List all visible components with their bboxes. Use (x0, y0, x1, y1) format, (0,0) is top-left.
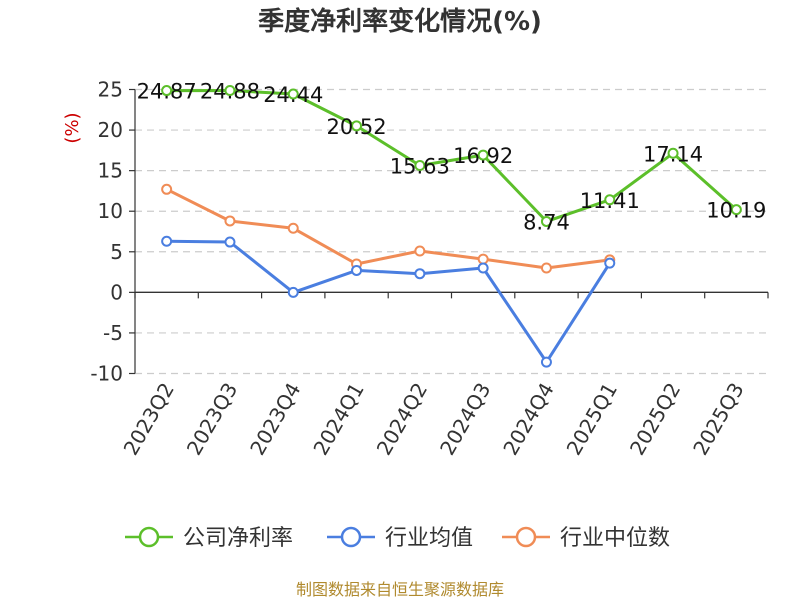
legend-marker (340, 526, 362, 548)
data-label: 15.63 (390, 155, 450, 179)
legend-item-2[interactable]: 行业中位数 (502, 526, 670, 551)
series-point-0 (730, 204, 742, 216)
legend[interactable]: 公司净利率 行业均值 行业中位数 (125, 526, 670, 551)
series-point-2 (540, 262, 552, 274)
series-point-2 (224, 215, 236, 227)
x-tick-label: 2025Q3 (688, 379, 748, 460)
data-label: 10.19 (706, 199, 766, 223)
series-point-1 (414, 268, 426, 280)
axes (129, 88, 769, 375)
y-tick-label: 10 (98, 199, 123, 223)
series-point-0 (414, 160, 426, 172)
series-point-0 (477, 149, 489, 161)
legend-marker (138, 526, 160, 548)
series-point-1 (540, 356, 552, 368)
series-point-2 (477, 253, 489, 265)
data-label: 20.52 (326, 115, 386, 139)
x-tick-label: 2023Q4 (245, 379, 305, 460)
series-point-1 (477, 262, 489, 274)
series-point-0 (287, 88, 299, 100)
y-tick-label: 25 (98, 78, 123, 102)
data-label: 8.74 (523, 210, 570, 234)
series-point-2 (287, 222, 299, 234)
series-point-1 (604, 257, 616, 269)
data-label: 24.44 (263, 83, 323, 107)
y-tick-label: 15 (98, 159, 123, 183)
x-tick-label: 2024Q4 (498, 379, 558, 460)
series-point-1 (287, 286, 299, 298)
series-line-1 (166, 239, 612, 364)
x-tick-label: 2025Q2 (625, 379, 685, 460)
chart-title: 季度净利率变化情况(%) (258, 6, 542, 37)
series-point-2 (414, 245, 426, 257)
x-tick-label: 2024Q1 (308, 379, 368, 460)
legend-item-1[interactable]: 行业均值 (327, 526, 473, 551)
series-line-0 (166, 89, 738, 223)
y-tick-label: -5 (103, 321, 123, 345)
data-label: 11.41 (580, 189, 640, 213)
legend-label: 公司净利率 (183, 526, 293, 551)
y-axis-unit: (%) (62, 112, 83, 143)
series-lines (161, 84, 742, 368)
legend-label: 行业中位数 (560, 526, 670, 551)
y-axis-ticks: 25 20 15 10 5 0 -5 -10 (90, 78, 123, 386)
data-label: 17.14 (643, 142, 703, 166)
data-source: 制图数据来自恒生聚源数据库 (296, 580, 504, 599)
x-tick-label: 2023Q2 (119, 379, 179, 460)
series-point-0 (667, 147, 679, 159)
legend-marker (515, 526, 537, 548)
series-point-0 (604, 194, 616, 206)
y-tick-label: 20 (98, 118, 123, 142)
y-tick-label: 5 (110, 240, 123, 264)
data-label: 24.87 (137, 80, 197, 104)
series-line-2 (166, 187, 610, 270)
data-label: 16.92 (453, 144, 513, 168)
y-tick-label: -10 (90, 362, 123, 386)
legend-item-0[interactable]: 公司净利率 (125, 526, 293, 551)
gridlines (135, 88, 768, 375)
series-point-2 (161, 183, 173, 195)
series-point-0 (161, 85, 173, 97)
legend-label: 行业均值 (385, 526, 473, 551)
series-point-0 (540, 215, 552, 227)
series-point-1 (161, 235, 173, 247)
data-label: 24.88 (200, 79, 260, 103)
series-point-1 (224, 236, 236, 248)
series-point-0 (351, 120, 363, 132)
x-tick-label: 2024Q3 (435, 379, 495, 460)
x-tick-label: 2024Q2 (372, 379, 432, 460)
x-axis-ticks: 2023Q2 2023Q3 2023Q4 2024Q1 2024Q2 2024Q3 2024… (119, 379, 749, 460)
x-tick-label: 2025Q1 (562, 379, 622, 460)
x-tick-label: 2023Q3 (182, 379, 242, 460)
series-point-1 (351, 264, 363, 276)
y-tick-label: 0 (110, 280, 123, 304)
series-point-0 (224, 84, 236, 96)
